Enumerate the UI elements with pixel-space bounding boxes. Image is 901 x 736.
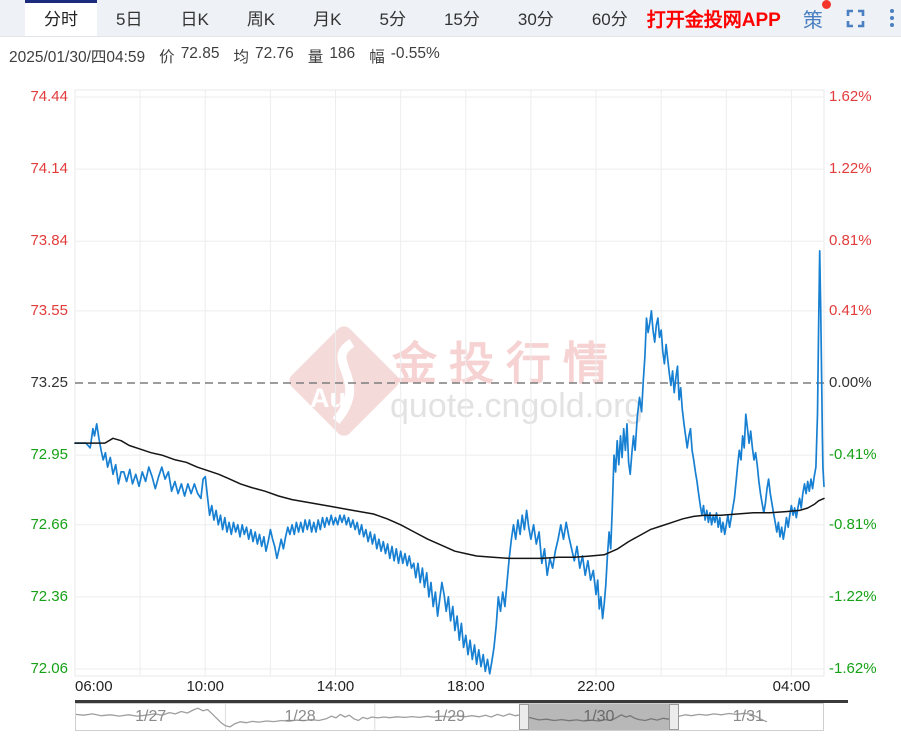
toolbar-right: 打开金投网APP 策 [647, 0, 901, 36]
volume-label: 量 [307, 49, 324, 66]
y-axis-percent-label: 1.62% [829, 88, 872, 105]
y-axis-percent-label: -0.81% [829, 515, 877, 533]
avg-pair: 均 72.76 [233, 45, 293, 67]
y-axis-price-label: 72.95 [30, 446, 68, 464]
x-axis-time-label: 06:00 [75, 678, 113, 695]
open-app-link[interactable]: 打开金投网APP [646, 9, 781, 31]
tab-15min[interactable]: 15分 [443, 10, 480, 29]
watermark-au-label: Au [310, 383, 346, 413]
price-label: 价 [159, 49, 175, 66]
tab-weekly-k[interactable]: 周K [246, 10, 276, 29]
chart-period-tabbar: 分时 5日 日K 周K 月K 5分 15分 30分 60分 打开金投网APP 策 [0, 0, 901, 37]
y-axis-percent-label: -1.22% [829, 587, 877, 605]
navigator-day-label[interactable]: 1/27 [135, 708, 167, 725]
more-menu-icon[interactable] [888, 7, 896, 29]
watermark-url: quote.cngold.org [390, 387, 644, 425]
watermark-swoosh-icon [332, 339, 355, 424]
y-axis-price-label: 73.55 [30, 301, 68, 319]
y-axis-percent-label: 0.00% [829, 374, 872, 391]
tab-minute[interactable]: 分时 [25, 0, 97, 36]
price-pair: 价 72.85 [159, 45, 219, 67]
y-axis-price-label: 72.66 [30, 515, 68, 533]
nav-handle-left[interactable] [519, 704, 530, 730]
navigator-day-label[interactable]: 1/29 [433, 708, 466, 725]
y-axis-percent-label: -1.62% [829, 660, 877, 677]
strategy-button[interactable]: 策 [802, 0, 831, 33]
tab-daily-k[interactable]: 日K [180, 10, 209, 29]
navigator-day-label[interactable]: 1/31 [732, 708, 764, 725]
y-axis-price-label: 73.84 [30, 232, 68, 250]
strategy-label: 策 [802, 9, 823, 32]
nav-handle-right[interactable] [668, 704, 679, 730]
avg-line [74, 437, 825, 560]
y-axis-percent-label: 1.22% [829, 160, 872, 178]
fullscreen-icon[interactable] [845, 8, 866, 29]
price-line [74, 249, 825, 675]
watermark-logo: Au [286, 323, 402, 439]
quote-datetime: 2025/01/30/四04:59 [9, 49, 146, 66]
change-value: -0.55% [390, 45, 440, 62]
period-tabs: 分时 5日 日K 周K 月K 5分 15分 30分 60分 [25, 0, 647, 36]
tab-60min[interactable]: 60分 [591, 10, 628, 29]
avg-value: 72.76 [255, 45, 294, 62]
quote-info-bar: 2025/01/30/四04:59 价 72.85 均 72.76 量 186 … [0, 37, 901, 75]
y-axis-price-label: 72.36 [30, 587, 68, 605]
volume-value: 186 [329, 45, 356, 62]
date-navigator: 1/27 1/28 1/29 1/30 1/31 [0, 700, 901, 736]
x-axis-time-label: 18:00 [447, 678, 485, 695]
navigator-day-label[interactable]: 1/28 [284, 708, 316, 725]
navigator-top-border [75, 700, 848, 703]
avg-label: 均 [233, 49, 249, 66]
volume-pair: 量 186 [308, 45, 355, 67]
y-axis-price-label: 74.44 [30, 88, 68, 105]
y-axis-percent-label: 0.41% [829, 301, 872, 319]
intraday-chart-area[interactable]: Au 金投行情 quote.cngold.org 74.44 1.62% 74.14… [0, 75, 901, 702]
price-plot[interactable] [0, 75, 901, 702]
tab-5day[interactable]: 5日 [116, 10, 143, 29]
navigator-track[interactable]: 1/27 1/28 1/29 1/30 1/31 [75, 703, 824, 731]
tab-monthly-k[interactable]: 月K [313, 10, 342, 29]
navigator-day-label[interactable]: 1/30 [583, 708, 615, 725]
watermark-title: 金投行情 [392, 338, 621, 389]
x-axis-time-label: 04:00 [772, 678, 811, 695]
y-axis-percent-label: 0.81% [829, 232, 872, 250]
navigator-selection[interactable] [524, 704, 674, 730]
y-axis-price-label: 74.14 [30, 160, 68, 178]
y-axis-percent-label: -0.41% [829, 446, 877, 464]
y-axis-price-label: 73.25 [30, 374, 68, 391]
x-axis-time-label: 10:00 [186, 678, 225, 695]
change-pair: 幅 -0.55% [369, 45, 440, 67]
x-axis-time-label: 14:00 [316, 678, 355, 695]
change-label: 幅 [369, 49, 385, 66]
y-axis-price-label: 72.06 [30, 660, 68, 677]
price-value: 72.85 [180, 45, 220, 62]
notification-dot-icon [821, 0, 831, 9]
tab-30min[interactable]: 30分 [517, 10, 554, 29]
tab-5min[interactable]: 5分 [379, 10, 406, 29]
x-axis-time-label: 22:00 [577, 678, 615, 695]
